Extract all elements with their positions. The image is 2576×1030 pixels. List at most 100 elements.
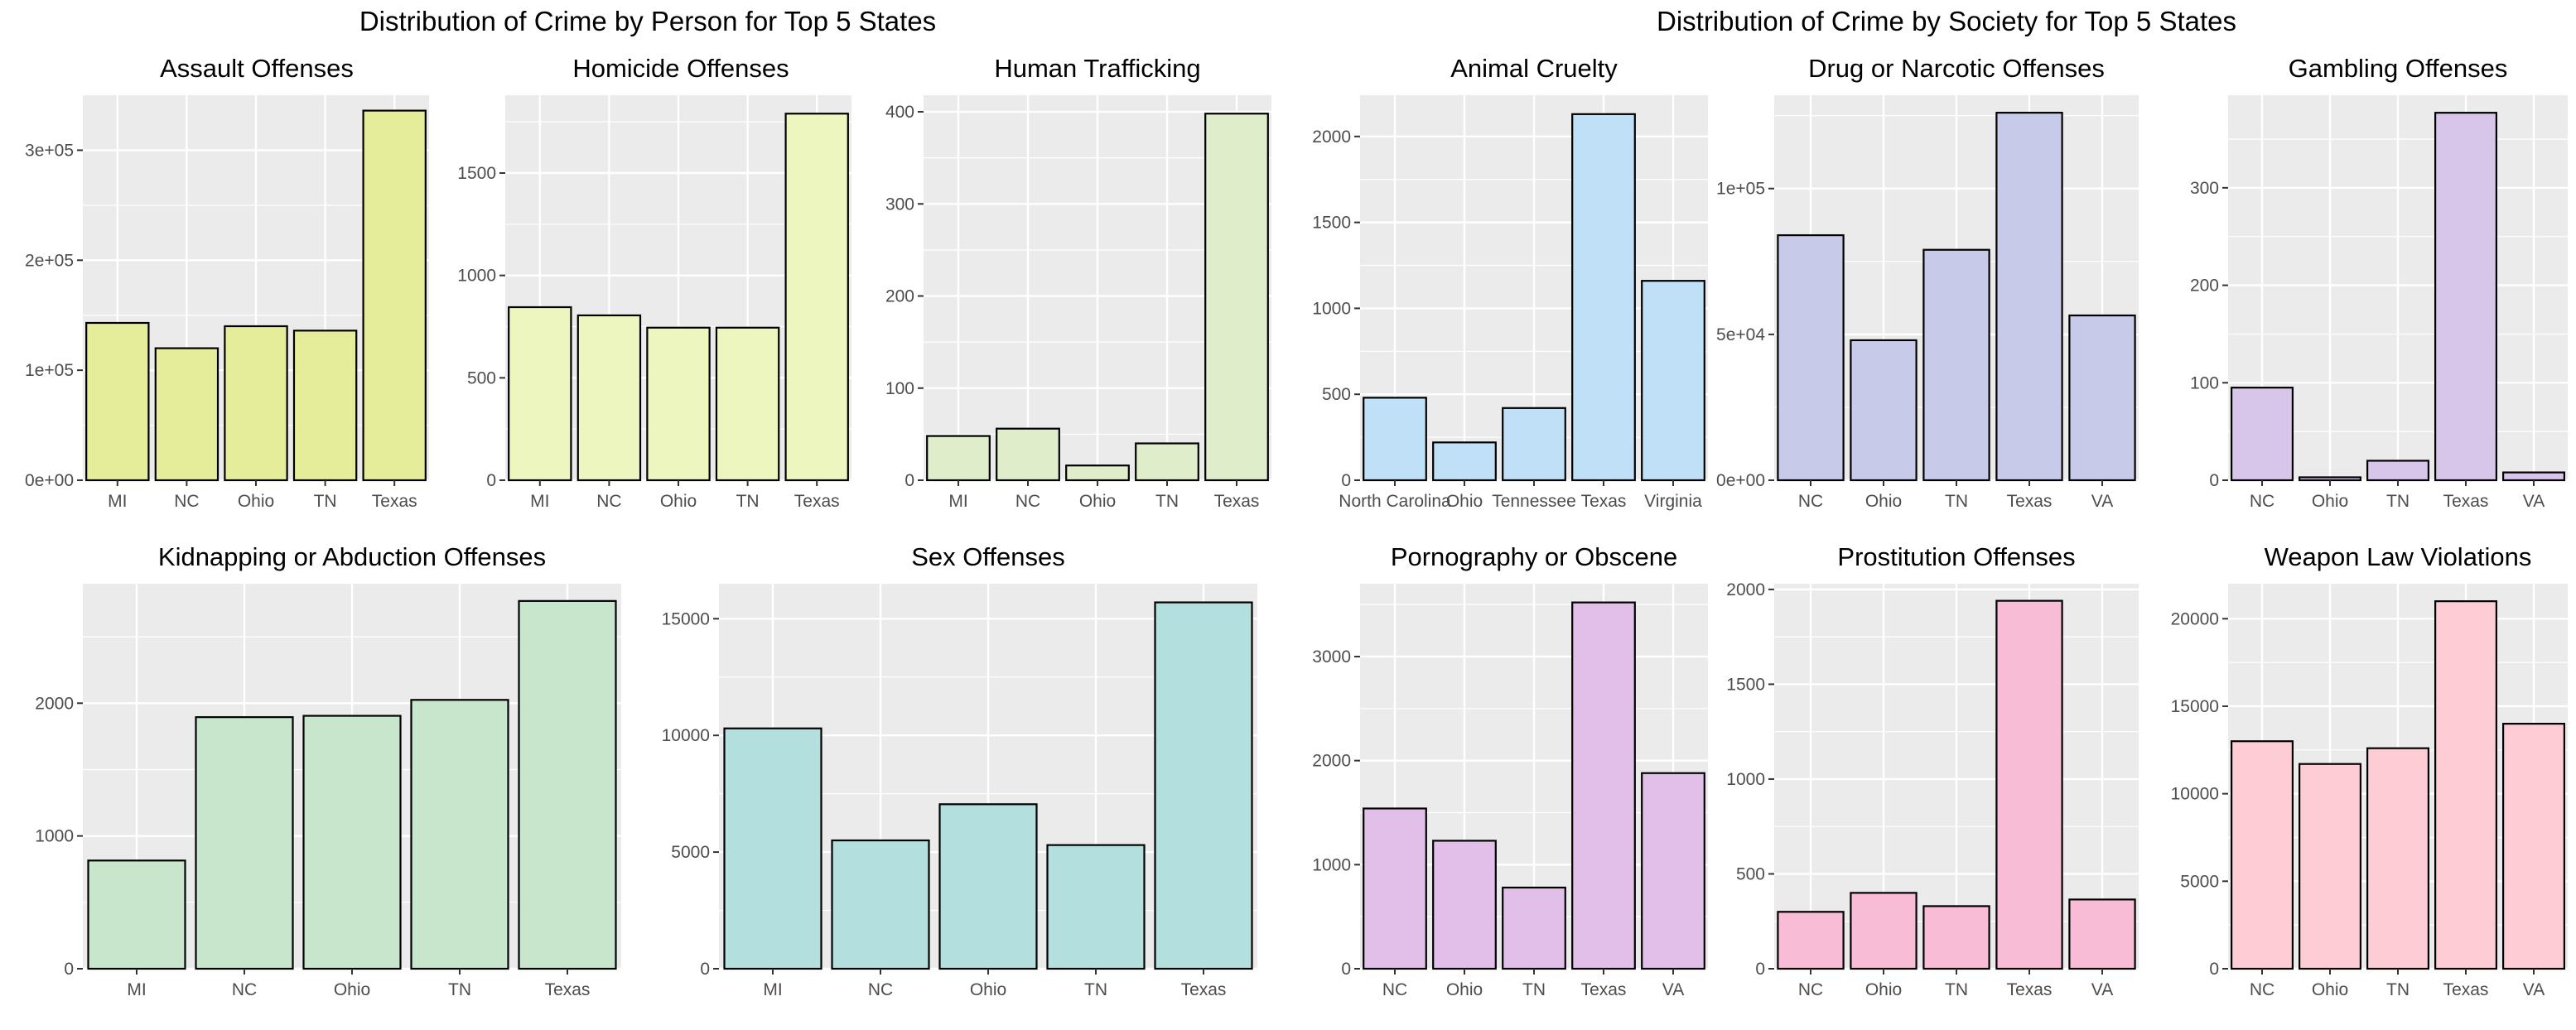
y-tick-label: 1500: [1312, 214, 1351, 233]
bar-texas: [1995, 599, 2063, 970]
panel-title: Animal Cruelty: [1450, 54, 1618, 83]
y-tick-label: 5000: [671, 843, 710, 862]
panel-drug-or-narcotic-offenses: Drug or Narcotic Offenses 0e+00 5e+04 1e+05…: [1716, 54, 2139, 511]
x-tick-label: TN: [314, 492, 337, 511]
x-tick-label: Texas: [1581, 980, 1627, 999]
bar-mi: [85, 321, 150, 482]
y-tick-label: 100: [2190, 373, 2219, 392]
x-tick-label: Texas: [2007, 492, 2053, 511]
x-tick-label: Texas: [2443, 492, 2489, 511]
bar-texas: [1154, 601, 1253, 970]
panel-title: Gambling Offenses: [2289, 54, 2508, 83]
y-tick-label: 0: [2209, 471, 2219, 490]
x-tick-label: TN: [1084, 980, 1107, 999]
x-tick-label: Ohio: [2312, 492, 2348, 511]
y-tick-label: 0e+00: [1716, 471, 1765, 490]
x-tick-label: NC: [1798, 980, 1823, 999]
x-tick-label: NC: [1015, 492, 1040, 511]
y-tick-label: 1500: [457, 164, 496, 183]
x-tick-label: Texas: [1181, 980, 1227, 999]
panel-weapon-law-violations: Weapon Law Violations 0 5000 10000 15000 2000…: [2171, 542, 2568, 999]
panel-gambling-offenses: Gambling Offenses 0 100 200 300 NC Ohio TN Texas…: [2190, 54, 2568, 511]
x-tick-label: MI: [530, 492, 549, 511]
bar-mi: [723, 727, 822, 970]
x-tick-label: Ohio: [238, 492, 274, 511]
x-tick-label: Tennessee: [1492, 492, 1576, 511]
panel-animal-cruelty: Animal Cruelty 0 500 1000 1500 2000 North Caro…: [1312, 54, 1708, 511]
bar-north-carolina: [1363, 397, 1427, 482]
y-tick-label: 500: [1322, 385, 1351, 404]
y-tick-label: 20000: [2171, 609, 2219, 628]
x-tick-label: NC: [596, 492, 621, 511]
y-tick-label: 5000: [2180, 872, 2219, 891]
x-tick-label: TN: [1945, 492, 1968, 511]
bar-tn: [1922, 905, 1990, 970]
panel-title: Drug or Narcotic Offenses: [1808, 54, 2105, 83]
right-figure-title: Distribution of Crime by Society for Top…: [1657, 6, 2236, 36]
x-tick-label: VA: [2091, 492, 2113, 511]
panel-title: Prostitution Offenses: [1837, 542, 2075, 571]
y-tick-label: 2000: [1312, 128, 1351, 147]
bar-texas: [1571, 113, 1636, 482]
y-tick-label: 2000: [35, 694, 74, 713]
x-tick-label: VA: [2091, 980, 2113, 999]
bar-tn: [1046, 844, 1146, 970]
x-tick-label: Texas: [1214, 492, 1260, 511]
bar-tn: [1922, 248, 1990, 482]
bar-ohio: [1432, 441, 1497, 482]
bar-tn: [1135, 442, 1199, 482]
x-tick-label: MI: [948, 492, 967, 511]
bar-ohio: [1850, 339, 1918, 482]
x-tick-label: NC: [2250, 492, 2275, 511]
x-tick-label: TN: [1945, 980, 1968, 999]
panel-human-trafficking: Human Trafficking 0 100 200 300 400 MI NC Ohio TN…: [885, 54, 1271, 511]
bar-va: [2502, 722, 2566, 970]
panel-title: Assault Offenses: [160, 54, 354, 83]
x-tick-label: Ohio: [334, 980, 370, 999]
bar-ohio: [938, 803, 1038, 970]
bar-texas: [2434, 600, 2498, 970]
panel-homicide-offenses: Homicide Offenses 0 500 1000 1500 MI NC Ohio TN T…: [457, 54, 851, 511]
y-tick-label: 1e+05: [1716, 180, 1765, 199]
y-tick-label: 1000: [1726, 770, 1765, 789]
x-tick-label: TN: [448, 980, 471, 999]
bar-va: [2502, 471, 2566, 482]
y-tick-label: 1500: [1726, 675, 1765, 694]
x-tick-label: MI: [763, 980, 782, 999]
bar-tennessee: [1502, 407, 1566, 482]
x-tick-label: NC: [1798, 492, 1823, 511]
x-tick-label: TN: [1155, 492, 1179, 511]
y-tick-label: 100: [885, 379, 914, 398]
y-tick-label: 3000: [1312, 647, 1351, 667]
panel-assault-offenses: Assault Offenses 0e+00 1e+05 2e+05 3e+05 MI NC…: [25, 54, 429, 511]
x-tick-label: Virginia: [1644, 492, 1702, 511]
panel-title: Pornography or Obscene: [1391, 542, 1677, 571]
bar-nc: [1777, 233, 1845, 482]
x-tick-label: Ohio: [2312, 980, 2348, 999]
bar-texas: [518, 599, 617, 970]
bar-va: [2068, 314, 2136, 482]
bar-ohio: [1850, 892, 1918, 970]
y-tick-label: 0: [2209, 960, 2219, 979]
bar-nc: [996, 427, 1060, 482]
bar-ohio: [2299, 763, 2362, 970]
x-tick-label: Ohio: [660, 492, 697, 511]
left-figure-title: Distribution of Crime by Person for Top …: [359, 6, 936, 36]
bar-nc: [1363, 807, 1427, 970]
x-tick-label: NC: [868, 980, 893, 999]
x-tick-label: Ohio: [1446, 492, 1483, 511]
x-tick-label: Ohio: [1865, 492, 1902, 511]
bar-texas: [1995, 112, 2063, 482]
panel-pornography-or-obscene: Pornography or Obscene 0 1000 2000 3000 NC Ohi…: [1312, 542, 1708, 999]
bar-tn: [1502, 886, 1566, 970]
x-tick-label: Texas: [545, 980, 591, 999]
y-tick-label: 15000: [662, 609, 710, 628]
panel-title: Homicide Offenses: [572, 54, 789, 83]
y-tick-label: 1000: [35, 827, 74, 846]
bar-nc: [831, 839, 930, 970]
bar-nc: [576, 314, 642, 482]
bar-tn: [2366, 747, 2430, 970]
bar-ohio: [1065, 464, 1130, 482]
y-tick-label: 0: [1341, 960, 1351, 979]
panel-prostitution-offenses: Prostitution Offenses 0 500 1000 1500 2000 NC O…: [1726, 542, 2139, 999]
